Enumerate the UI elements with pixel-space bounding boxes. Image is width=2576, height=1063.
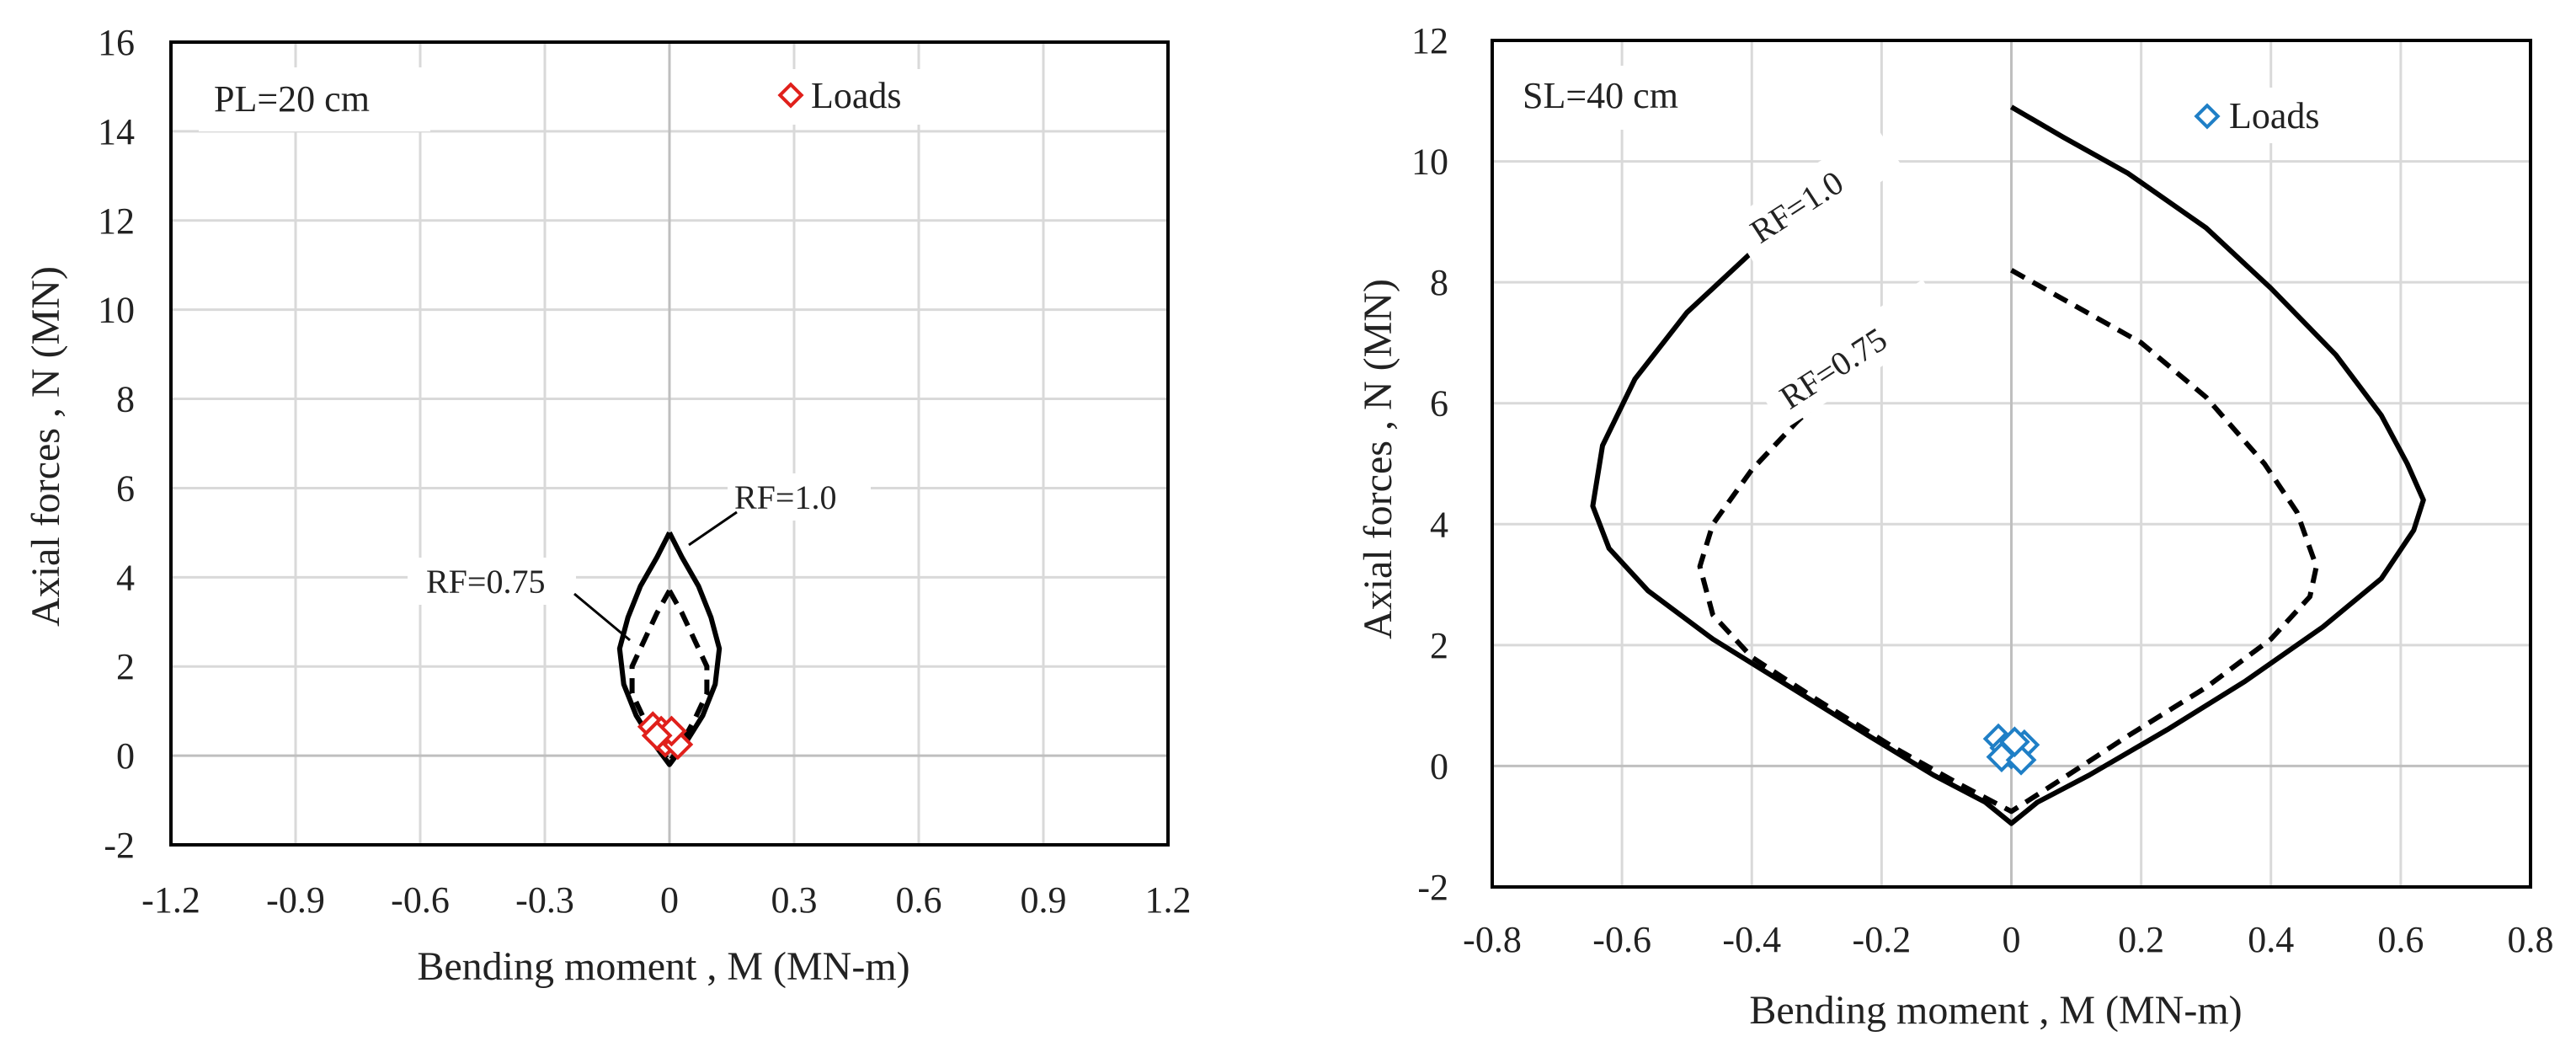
x-tick-label: 0.6 [896, 879, 942, 921]
y-tick-label: 0 [116, 735, 135, 777]
y-tick-label: 16 [98, 22, 135, 63]
x-tick-label: 0 [2003, 919, 2021, 960]
y-tick-label: 6 [116, 467, 135, 509]
y-tick-label: 8 [116, 379, 135, 420]
y-tick-label: 10 [1411, 142, 1448, 183]
chart-1-rf075-label-box [408, 558, 576, 605]
y-tick-label: 2 [1430, 625, 1448, 666]
chart-2-x-axis-title: Bending moment , M (MN-m) [1749, 988, 2242, 1033]
y-tick-label: 10 [98, 290, 135, 331]
chart-2-y-axis-title: Axial forces , N (MN) [1356, 279, 1400, 639]
chart-2-series [1590, 104, 2426, 826]
chart-2: -0.8 -0.6 -0.4 -0.2 0 0.2 0.4 0.6 0.8 -2 0 2 4 6 8 10 12… [1356, 20, 2554, 1033]
series-rf-1-0 [616, 532, 723, 767]
chart-1-rf1-leader [688, 510, 738, 547]
x-tick-label: 0.4 [2248, 919, 2294, 960]
y-tick-label: 4 [116, 557, 135, 598]
chart-1-y-axis-title: Axial forces , N (MN) [24, 266, 68, 627]
y-tick-label: -2 [104, 825, 135, 866]
x-tick-label: 0.6 [2377, 919, 2424, 960]
chart-2-annotation-box [1507, 66, 1735, 130]
x-tick-label: -0.6 [391, 879, 450, 921]
chart-1: -1.2 -0.9 -0.6 -0.3 0 0.3 0.6 0.9 1.2 -2 0 2 4 6 8 10 12… [24, 22, 1192, 989]
chart-1-x-axis-title: Bending moment , M (MN-m) [417, 944, 909, 989]
y-tick-label: 4 [1430, 504, 1448, 545]
x-tick-label: -0.9 [266, 879, 325, 921]
x-tick-label: -0.4 [1722, 919, 1781, 960]
y-tick-label: 0 [1430, 745, 1448, 787]
x-tick-label: 0.2 [2118, 919, 2164, 960]
load-point [1998, 726, 2030, 758]
series-rf-1-0 [1590, 104, 2426, 826]
y-tick-label: 6 [1430, 383, 1448, 425]
chart-1-rf075-label: RF=0.75 [426, 563, 545, 601]
chart-1-legend-marker [777, 82, 804, 109]
y-tick-label: 2 [116, 646, 135, 687]
chart-1-annotation: PL=20 cm [214, 78, 370, 120]
load-point [641, 719, 673, 751]
chart-2-loads [1982, 723, 2040, 776]
chart-1-loads [637, 711, 694, 761]
y-tick-label: 8 [1430, 262, 1448, 303]
chart-2-rf075-label-box [1756, 279, 1950, 430]
chart-2-legend-marker [2194, 103, 2221, 130]
chart-1-tick-labels: -1.2 -0.9 -0.6 -0.3 0 0.3 0.6 0.9 1.2 -2 0 2 4 6 8 10 12… [98, 22, 1192, 921]
chart-1-rf1-label: RF=1.0 [734, 478, 836, 516]
chart-1-plot-frame [169, 40, 1170, 847]
x-tick-label: -0.8 [1463, 919, 1522, 960]
y-tick-label: 14 [98, 111, 135, 152]
chart-2-rf1-label-box [1726, 125, 1903, 264]
x-tick-label: 0 [660, 879, 679, 921]
chart-2-legend-label: Loads [2229, 95, 2320, 136]
x-tick-label: -0.2 [1853, 919, 1912, 960]
y-tick-label: 12 [98, 200, 135, 242]
x-tick-label: -1.2 [141, 879, 200, 921]
chart-2-tick-labels: -0.8 -0.6 -0.4 -0.2 0 0.2 0.4 0.6 0.8 -2 0 2 4 6 8 10 12 [1411, 20, 2554, 960]
y-tick-label: 12 [1411, 20, 1448, 61]
x-tick-label: 0.8 [2508, 919, 2554, 960]
chart-1-rf075-leader [573, 592, 631, 642]
chart-1-rf1-label-box [728, 473, 871, 521]
x-tick-label: 1.2 [1145, 879, 1192, 921]
chart-2-plot-frame [1491, 39, 2532, 889]
x-tick-label: 0.3 [771, 879, 818, 921]
chart-1-annotation-box [199, 67, 430, 131]
chart-2-annotation: SL=40 cm [1523, 75, 1678, 116]
x-tick-label: 0.9 [1021, 879, 1067, 921]
chart-1-series [616, 532, 723, 767]
x-tick-label: -0.3 [515, 879, 574, 921]
y-tick-label: -2 [1417, 867, 1448, 908]
chart-1-axes [171, 42, 1168, 845]
x-tick-label: -0.6 [1592, 919, 1651, 960]
chart-1-legend-label: Loads [811, 75, 902, 116]
